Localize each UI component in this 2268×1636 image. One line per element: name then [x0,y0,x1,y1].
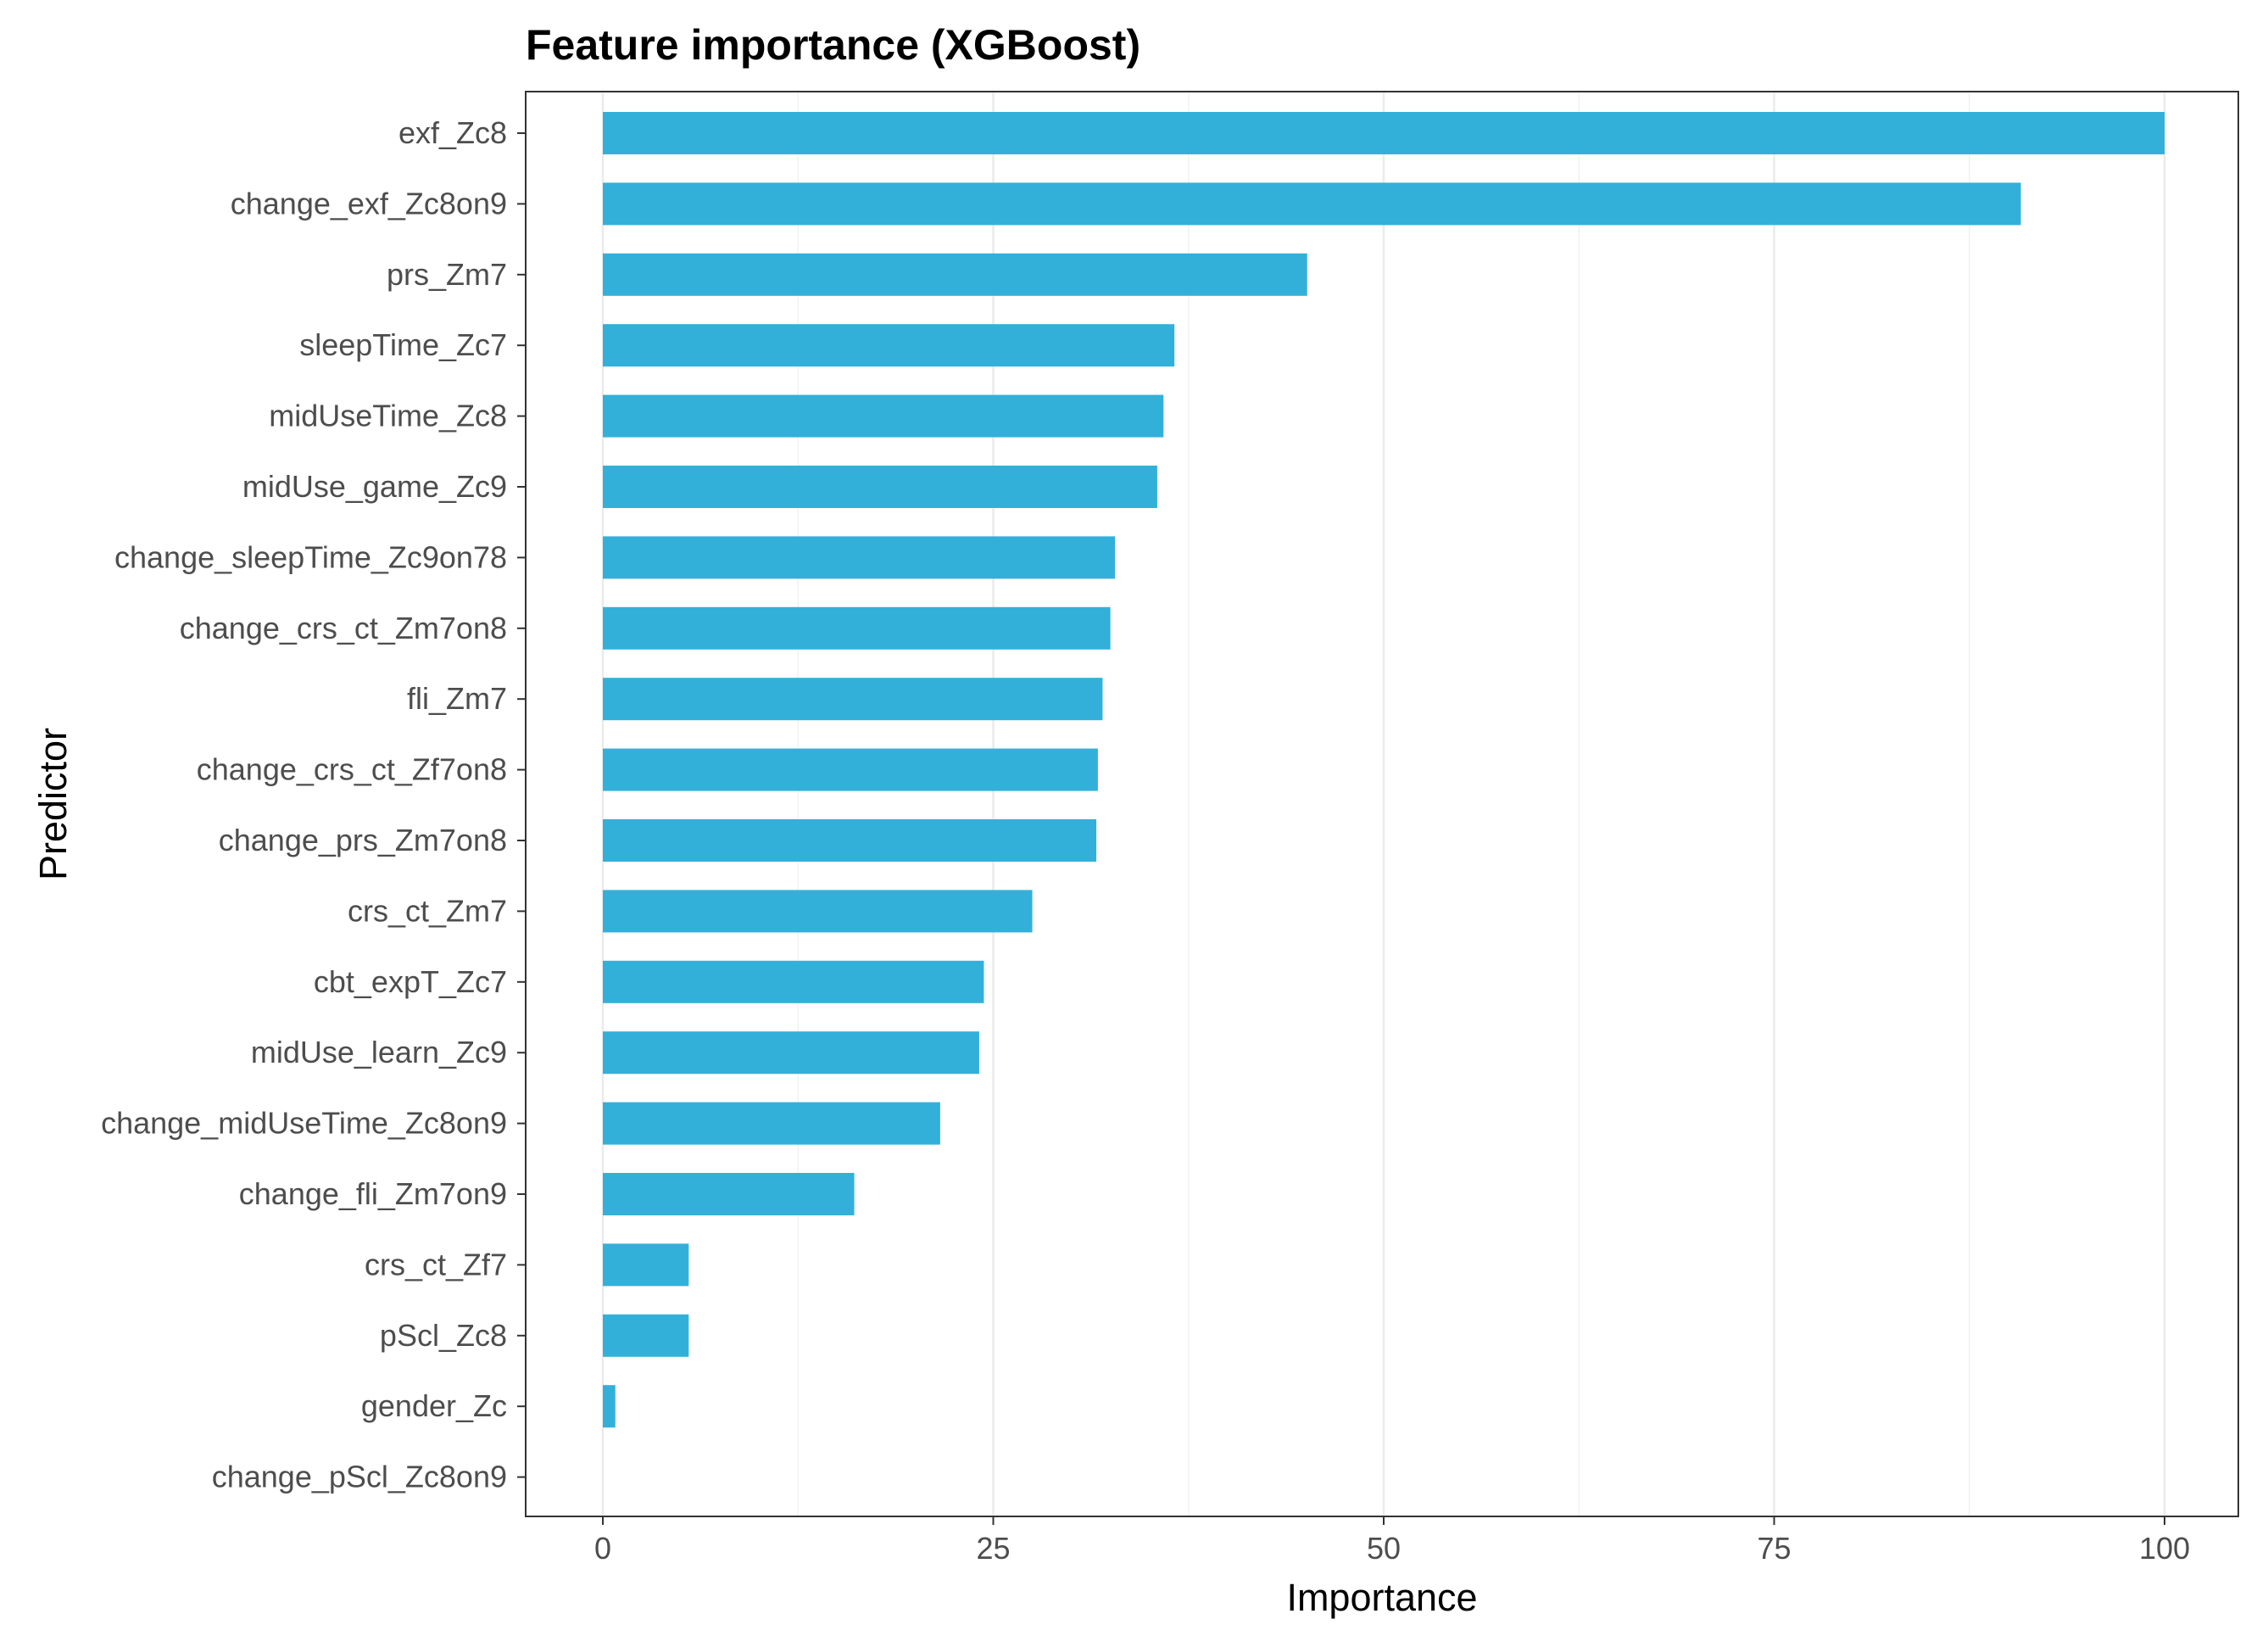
x-tick-label: 25 [976,1531,1010,1566]
bar-midUseTime_Zc8 [603,394,1164,438]
y-axis-title: Predictor [31,728,75,880]
bar-fli_Zm7 [603,678,1103,721]
bar-change_exf_Zc8on9 [603,182,2021,226]
bar-change_prs_Zm7on8 [603,819,1097,862]
bar-midUse_game_Zc9 [603,466,1157,508]
bar-gender_Zc [603,1385,616,1428]
x-tick-label: 50 [1367,1531,1401,1566]
y-tick-label: change_crs_ct_Zf7on8 [197,752,507,787]
y-tick-label: midUse_game_Zc9 [242,469,507,504]
bar-crs_ct_Zf7 [603,1243,689,1287]
plot-panel-border [525,91,2239,1517]
bar-crs_ct_Zm7 [603,890,1033,933]
x-tick-label: 0 [594,1531,611,1566]
bar-cbt_expT_Zc7 [603,960,984,1003]
bar-change_crs_ct_Zf7on8 [603,748,1098,791]
y-tick-label: crs_ct_Zm7 [348,893,507,928]
y-tick-label: midUseTime_Zc8 [269,399,507,433]
bar-pScl_Zc8 [603,1314,689,1357]
y-tick-label: midUse_learn_Zc9 [251,1035,507,1069]
chart-title: Feature importance (XGBoost) [526,21,1140,69]
y-tick-label: crs_ct_Zf7 [365,1247,507,1281]
y-tick-label: pScl_Zc8 [380,1318,507,1353]
y-tick-label: change_midUseTime_Zc8on9 [101,1106,507,1141]
y-tick-label: cbt_expT_Zc7 [314,964,507,999]
x-axis-ticks: 0 25 50 75 100 [594,1516,2190,1566]
y-tick-label: change_prs_Zm7on8 [219,823,507,857]
y-tick-label: fli_Zm7 [407,681,507,716]
bar-midUse_learn_Zc9 [603,1031,979,1075]
y-tick-label: change_sleepTime_Zc9on78 [114,539,507,574]
y-tick-label: change_fli_Zm7on9 [239,1176,507,1211]
bar-prs_Zm7 [603,253,1307,296]
x-axis-title: Importance [1286,1576,1477,1619]
y-tick-label: change_pScl_Zc8on9 [212,1460,507,1494]
y-tick-label: change_exf_Zc8on9 [231,186,507,221]
bar-change_fli_Zm7on9 [603,1173,855,1215]
x-tick-label: 75 [1757,1531,1791,1566]
grid-lines [601,92,2166,1516]
bar-change_sleepTime_Zc9on78 [603,536,1116,579]
y-tick-label: change_crs_ct_Zm7on8 [180,611,507,645]
y-axis-ticks: exf_Zc8 change_exf_Zc8on9 prs_Zm7 sleepTime… [101,115,526,1494]
bar-change_crs_ct_Zm7on8 [603,606,1111,650]
x-tick-label: 100 [2139,1531,2190,1566]
y-tick-label: prs_Zm7 [387,257,507,292]
bar-exf_Zc8 [603,112,2165,154]
y-tick-label: gender_Zc [361,1388,507,1423]
y-tick-label: exf_Zc8 [398,115,507,150]
bar-sleepTime_Zc7 [603,324,1175,367]
bars [603,112,2165,1428]
bar-change_midUseTime_Zc8on9 [603,1102,940,1145]
y-tick-label: sleepTime_Zc7 [299,327,507,362]
